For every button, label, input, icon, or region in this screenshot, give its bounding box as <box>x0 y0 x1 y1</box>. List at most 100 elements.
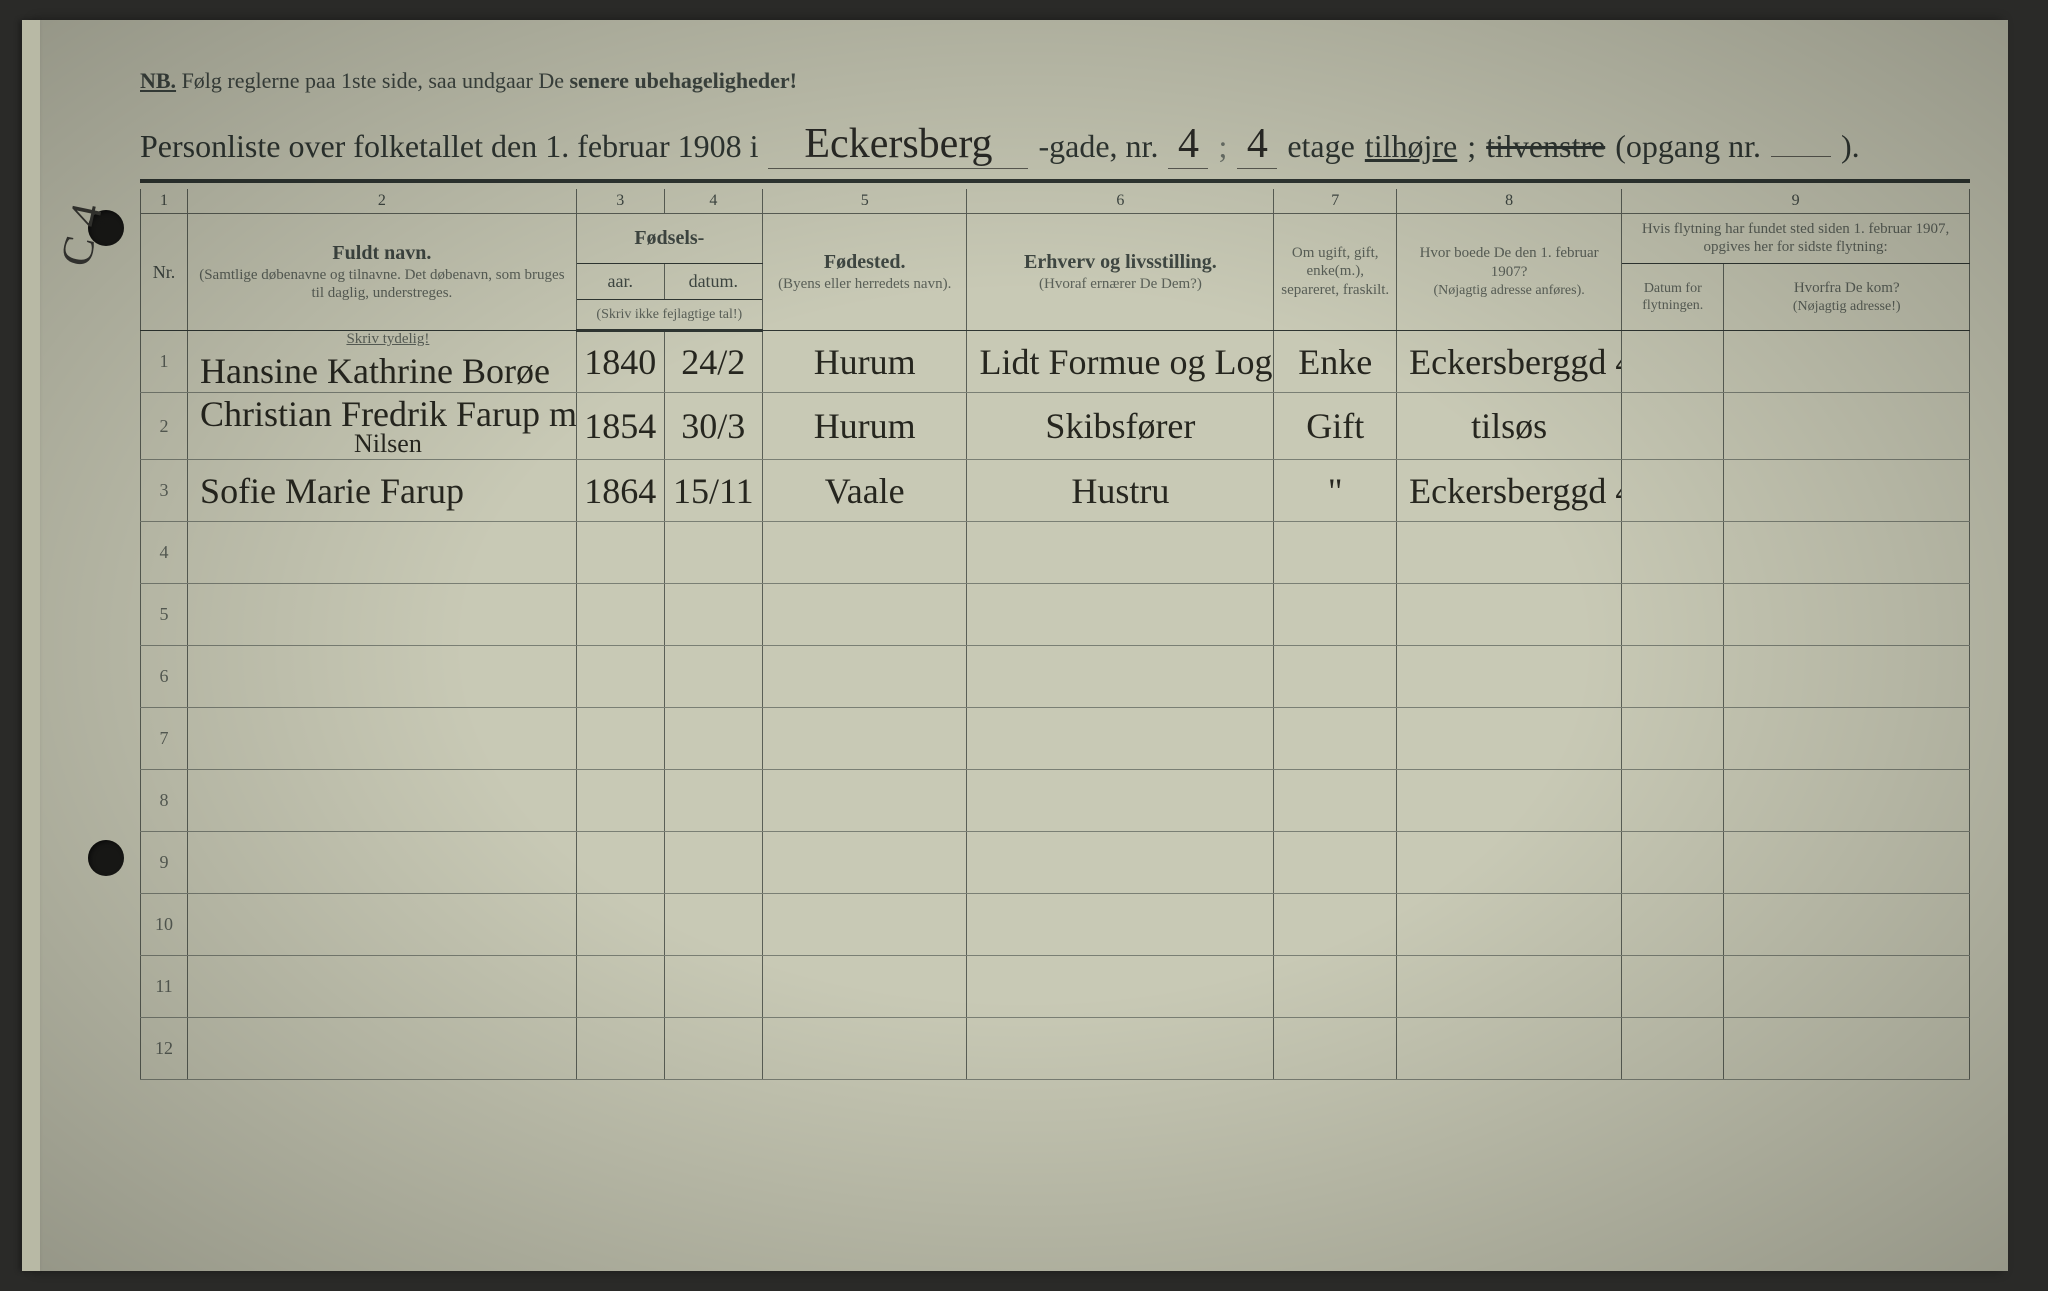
cell-move-from <box>1724 460 1970 522</box>
cell-date: 15/11 <box>664 460 762 522</box>
th-1907: Hvor boede De den 1. februar 1907? (Nøja… <box>1397 213 1622 331</box>
document-page: C 4 NB. Følg reglerne paa 1ste side, saa… <box>40 20 2008 1271</box>
floor-hand: 4 <box>1237 120 1277 169</box>
title-row: Personliste over folketallet den 1. febr… <box>140 120 1970 183</box>
th-civil: Om ugift, gift, enke(m.), separeret, fra… <box>1274 213 1397 331</box>
cell-year: 1840 <box>576 331 664 393</box>
opgang-val <box>1771 156 1831 157</box>
row-nr: 11 <box>141 956 188 1018</box>
row-nr: 10 <box>141 894 188 956</box>
cell-1907: tilsøs <box>1397 393 1622 460</box>
cell-status: " <box>1274 460 1397 522</box>
row-nr: 5 <box>141 584 188 646</box>
punch-hole <box>88 840 124 876</box>
row-nr: 9 <box>141 832 188 894</box>
table-row: 12 <box>141 1018 1970 1080</box>
cell-move-dt <box>1622 460 1724 522</box>
semicolon: ; <box>1218 128 1227 165</box>
table-header: 1 2 3 4 5 6 7 8 9 Nr. Fuldt navn. (Samtl… <box>141 189 1970 331</box>
row-nr: 2 <box>141 393 188 460</box>
th-erhverv-t: Erhverv og livsstilling. <box>973 250 1267 275</box>
row-nr: 3 <box>141 460 188 522</box>
row-nr: 12 <box>141 1018 188 1080</box>
table-row: 7 <box>141 708 1970 770</box>
th-name: Fuldt navn. (Samtlige døbenavne og tilna… <box>188 213 577 331</box>
nb-text-a: Følg reglerne paa 1ste side, saa undgaar… <box>182 68 570 93</box>
th-fodsels: Fødsels- <box>576 213 762 264</box>
th-datum: datum. <box>664 264 762 300</box>
table-row: 9 <box>141 832 1970 894</box>
census-table: 1 2 3 4 5 6 7 8 9 Nr. Fuldt navn. (Samtl… <box>140 189 1970 1080</box>
colnum: 8 <box>1397 189 1622 213</box>
cell-move-dt <box>1622 331 1724 393</box>
nb-line: NB. Følg reglerne paa 1ste side, saa und… <box>140 68 1970 94</box>
cell-name: Christian Fredrik Farup mf. Nilsen <box>188 393 577 460</box>
skriv-tydelig: Skriv tydelig! <box>200 331 576 348</box>
cell-status: Enke <box>1274 331 1397 393</box>
street-handwritten: Eckersberg <box>768 120 1028 169</box>
th-move-dt: Datum for flytningen. <box>1622 264 1724 331</box>
colnum: 9 <box>1622 189 1970 213</box>
table-row: 10 <box>141 894 1970 956</box>
th-move-head: Hvis flytning har fundet sted siden 1. f… <box>1622 213 1970 264</box>
cell-move-from <box>1724 393 1970 460</box>
row-nr: 7 <box>141 708 188 770</box>
form-content: NB. Følg reglerne paa 1ste side, saa und… <box>140 68 1970 1080</box>
cell-year: 1864 <box>576 460 664 522</box>
colnum: 3 <box>576 189 664 213</box>
margin-annotation: C 4 <box>50 199 113 271</box>
cell-1907: Eckersberggd 4 <box>1397 331 1622 393</box>
th-aar: aar. <box>576 264 664 300</box>
table-row: 8 <box>141 770 1970 832</box>
th-fodested: Fødested. (Byens eller herredets navn). <box>762 213 967 331</box>
cell-birthplace: Vaale <box>762 460 967 522</box>
th-erhverv-s: (Hvoraf ernærer De Dem?) <box>973 275 1267 294</box>
tilhojre: tilhøjre <box>1365 128 1457 165</box>
etage-label: etage <box>1287 128 1355 165</box>
th-name-sub: (Samtlige døbenavne og tilnavne. Det døb… <box>194 266 570 304</box>
cell-name: Sofie Marie Farup <box>188 460 577 522</box>
nb-text-b: senere ubehageligheder! <box>569 68 797 93</box>
row-nr: 6 <box>141 646 188 708</box>
title-close: ). <box>1841 128 1860 165</box>
table-body: 1 Skriv tydelig! Hansine Kathrine Borøe … <box>141 331 1970 1080</box>
cell-name: Skriv tydelig! Hansine Kathrine Borøe <box>188 331 577 393</box>
colnum: 2 <box>188 189 577 213</box>
cell-move-dt <box>1622 393 1724 460</box>
colnum: 6 <box>967 189 1274 213</box>
cell-occupation: Lidt Formue og Logerende <box>967 331 1274 393</box>
th-aar-sub: (Skriv ikke fejlagtige tal!) <box>576 299 762 331</box>
colnum: 7 <box>1274 189 1397 213</box>
table-row: 3 Sofie Marie Farup 1864 15/11 Vaale Hus… <box>141 460 1970 522</box>
table-row: 6 <box>141 646 1970 708</box>
table-row: 1 Skriv tydelig! Hansine Kathrine Borøe … <box>141 331 1970 393</box>
cell-move-from <box>1724 331 1970 393</box>
cell-birthplace: Hurum <box>762 393 967 460</box>
row-nr: 8 <box>141 770 188 832</box>
table-row: 2 Christian Fredrik Farup mf. Nilsen 185… <box>141 393 1970 460</box>
name-text: Hansine Kathrine Borøe <box>200 351 550 391</box>
nb-label: NB. <box>140 68 176 93</box>
cell-occupation: Skibsfører <box>967 393 1274 460</box>
row-nr: 1 <box>141 331 188 393</box>
cell-occupation: Hustru <box>967 460 1274 522</box>
table-row: 4 <box>141 522 1970 584</box>
th-move-from: Hvorfra De kom? (Nøjagtig adresse!) <box>1724 264 1970 331</box>
th-fodested-s: (Byens eller herredets navn). <box>769 275 961 294</box>
th-move-from-t: Hvorfra De kom? <box>1730 279 1963 298</box>
row-nr: 4 <box>141 522 188 584</box>
th-erhverv: Erhverv og livsstilling. (Hvoraf ernærer… <box>967 213 1274 331</box>
opgang-label: (opgang nr. <box>1615 128 1761 165</box>
table-row: 5 <box>141 584 1970 646</box>
cell-status: Gift <box>1274 393 1397 460</box>
tilvenstre-struck: tilvenstre <box>1486 128 1605 165</box>
cell-year: 1854 <box>576 393 664 460</box>
column-number-row: 1 2 3 4 5 6 7 8 9 <box>141 189 1970 213</box>
th-nr: Nr. <box>141 213 188 331</box>
gade-label: -gade, nr. <box>1038 128 1158 165</box>
cell-date: 24/2 <box>664 331 762 393</box>
name-text: Christian Fredrik Farup mf. <box>200 394 576 434</box>
table-row: 11 <box>141 956 1970 1018</box>
colnum: 5 <box>762 189 967 213</box>
colnum: 4 <box>664 189 762 213</box>
